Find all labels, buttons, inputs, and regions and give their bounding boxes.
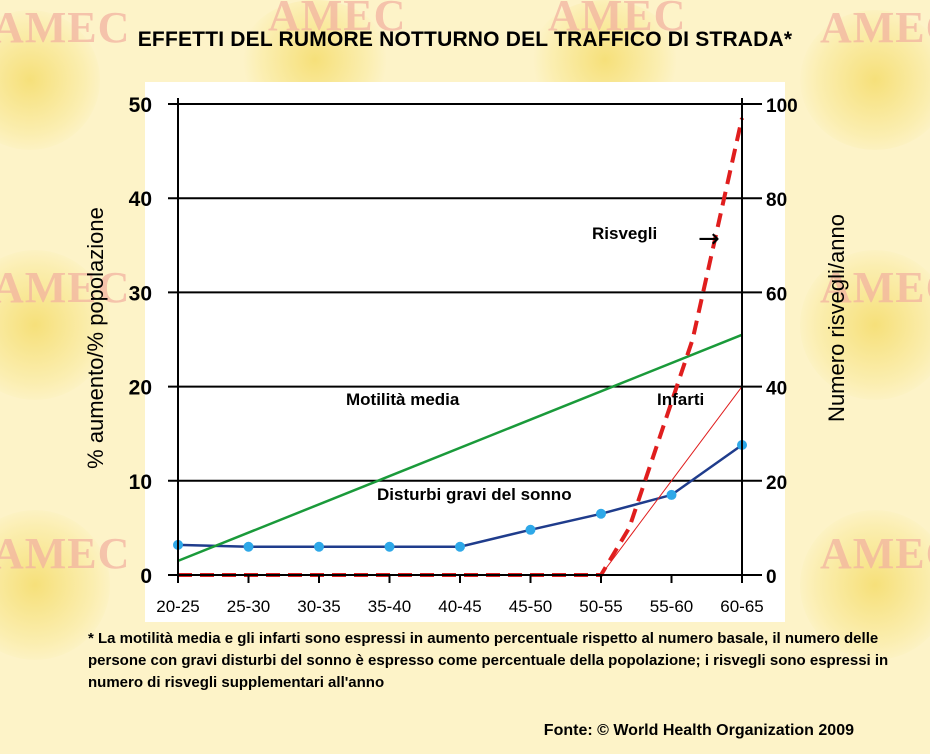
chart: 20-25 25-30 30-35 35-40 40-45 45-50 50-55 55-60… [83, 94, 849, 616]
watermark-text: AMEC [820, 263, 930, 312]
data-point [243, 541, 254, 552]
x-tick-label: 55-60 [650, 597, 693, 616]
annotation-motilita: Motilità media [346, 390, 460, 409]
x-tick-label: 35-40 [368, 597, 411, 616]
annotation-infarti: Infarti [657, 390, 704, 409]
x-tick-label: 60-65 [720, 597, 763, 616]
data-point [596, 508, 606, 519]
annotation-disturbi: Disturbi gravi del sonno [377, 485, 572, 504]
series-line-1 [177, 333, 743, 563]
watermark-text: AMEC [548, 0, 687, 40]
source-credit: Fonte: © World Health Organization 2009 [543, 722, 854, 739]
watermark-text: AMEC [268, 0, 407, 40]
watermark-text: AMEC [820, 529, 930, 578]
y-tick-label-right: 100 [766, 96, 798, 117]
y-axis-title-left: % aumento/% popolazione [83, 207, 108, 469]
y-tick-label-right: 80 [766, 190, 787, 211]
x-tick-label: 45-50 [509, 597, 552, 616]
series-layer [173, 117, 747, 577]
footnote: * La motilità media e gli infarti sono e… [88, 630, 889, 691]
data-point [455, 541, 465, 552]
series-line-3 [178, 117, 744, 577]
y-tick-label-right: 60 [766, 284, 787, 305]
annotation-arrow: → [698, 224, 720, 254]
x-tick-label: 40-45 [438, 597, 481, 616]
x-tick-label: 30-35 [297, 597, 340, 616]
axes: 20-25 25-30 30-35 35-40 40-45 45-50 50-55 55-60… [83, 94, 849, 616]
watermark-text: AMEC [0, 3, 131, 52]
y-tick-label-right: 20 [766, 473, 787, 494]
data-point [314, 541, 324, 552]
y-tick-label-right: 40 [766, 379, 787, 400]
watermark-emblem [800, 10, 930, 150]
data-point [525, 524, 536, 535]
y-tick-label-left: 20 [129, 377, 152, 400]
watermark-text: AMEC [820, 3, 930, 52]
y-tick-label-left: 50 [129, 94, 152, 117]
y-tick-label-left: 30 [129, 282, 152, 305]
chart-title: EFFETTI DEL RUMORE NOTTURNO DEL TRAFFICO… [137, 28, 793, 51]
y-tick-label-left: 10 [129, 471, 152, 494]
watermark-text: AMEC [0, 529, 131, 578]
y-tick-label-left: 0 [140, 565, 152, 588]
x-tick-label: 25-30 [227, 597, 270, 616]
labels: Risvegli → Motilità media Infarti Disturbi g… [346, 224, 720, 504]
data-point [384, 541, 395, 552]
y-axis-title-right: Numero risvegli/anno [824, 214, 849, 422]
annotation-risvegli: Risvegli [592, 224, 657, 243]
y-tick-label-left: 40 [129, 188, 152, 211]
y-tick-label-right: 0 [766, 567, 777, 588]
watermark-emblem [800, 250, 930, 400]
data-point [666, 489, 677, 500]
x-tick-label: 50-55 [579, 597, 622, 616]
x-tick-label: 20-25 [156, 597, 199, 616]
watermark-emblem [800, 510, 930, 660]
watermark-text: AMEC [0, 263, 131, 312]
grid [168, 103, 762, 482]
